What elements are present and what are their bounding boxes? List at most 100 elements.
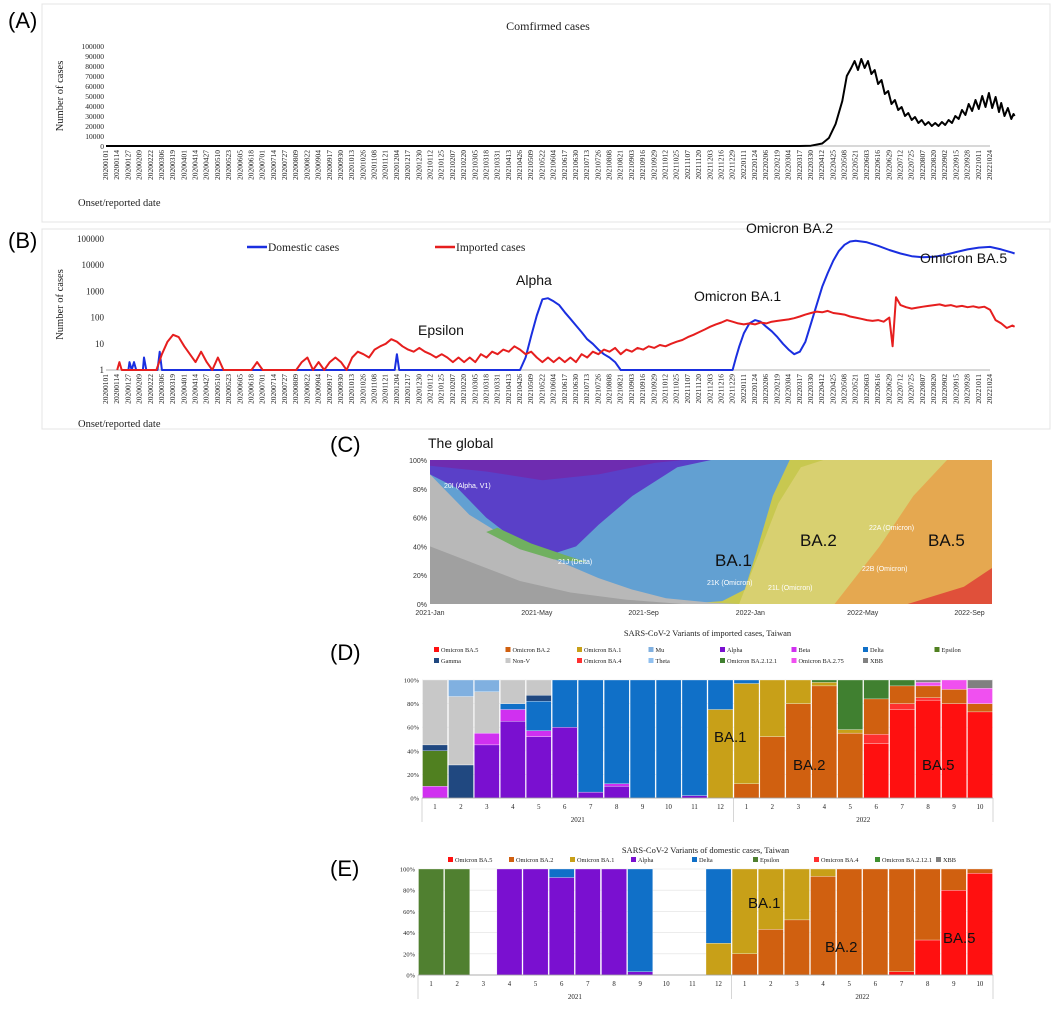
x-tick-label: 20210207 [448, 150, 457, 180]
y-tick-label: 40000 [85, 102, 104, 111]
bar-segment-beta [526, 730, 552, 737]
x-tick-label: 20211120 [694, 374, 703, 404]
bar-segment-delta [707, 679, 734, 710]
legend-swatch [720, 658, 725, 663]
x-tick-label: 20220330 [806, 374, 815, 404]
x-tick-label: 20220603 [862, 150, 871, 180]
y-tick-label: 40% [407, 748, 420, 755]
legend-swatch [648, 658, 654, 663]
y-tick-label: 90000 [85, 52, 104, 61]
x-tick-label: 9 [952, 804, 956, 811]
bar-segment-delta [655, 679, 682, 799]
x-tick-label: 8 [926, 804, 930, 811]
bar-segment-omicron-ba-5 [863, 743, 889, 799]
x-tick-label: 20220928 [963, 374, 972, 404]
x-tick-label: 20201108 [370, 374, 379, 404]
x-tick-label: 20201230 [414, 150, 423, 180]
x-tick-label: 1 [433, 804, 436, 811]
bar-segment-omicron-ba-2 [836, 868, 862, 976]
year-label: 2022 [855, 993, 870, 1001]
x-tick-label: 10 [977, 804, 984, 811]
x-tick-label: 8 [615, 804, 619, 811]
x-tick-label: 20200904 [314, 150, 323, 180]
legend-entry: Mu [656, 647, 666, 654]
bar-segment-beta [604, 783, 630, 787]
x-tick-label: 20200222 [146, 374, 155, 404]
x-tick-label: 20201217 [403, 150, 412, 180]
year-label: 2021 [568, 993, 583, 1001]
x-tick-label: 20220616 [873, 150, 882, 180]
legend-swatch [505, 647, 511, 652]
x-tick-label: 2 [456, 981, 460, 988]
legend-swatch [505, 658, 511, 663]
x-tick-label: 20200414 [191, 150, 200, 180]
x-tick-label: 20200618 [246, 374, 255, 404]
bar-segment-omicron-ba-2 [733, 783, 760, 799]
panel-label-e: (E) [330, 856, 360, 881]
bar-segment-alpha [627, 971, 653, 976]
legend-entry: Delta [699, 857, 713, 864]
bar-segment-omicron-ba-5 [967, 711, 993, 799]
legend-swatch [863, 647, 868, 652]
x-tick-label: 20211012 [660, 150, 669, 180]
x-tick-label: 2022-Sep [954, 610, 984, 617]
bar-segment-omicron-ba-2-75 [915, 682, 941, 687]
x-tick-label: 4 [821, 981, 825, 988]
x-tick-label: 20210903 [627, 374, 636, 404]
bar-segment-omicron-ba-2 [758, 929, 784, 976]
bar-segment-omicron-ba-2 [914, 868, 941, 941]
x-tick-label: 20220928 [963, 150, 972, 180]
bar-segment-beta [500, 709, 526, 722]
bar-segment-omicron-ba-5 [915, 699, 941, 799]
x-tick-label: 20201013 [347, 374, 356, 404]
x-tick-label: 20200917 [325, 374, 334, 404]
x-tick-label: 2022-Jan [736, 610, 765, 617]
legend-swatch [509, 857, 514, 862]
legend-entry: Imported cases [456, 242, 526, 254]
x-tick-label: 20200809 [291, 150, 300, 180]
y-tick-label: 80% [403, 888, 416, 895]
x-tick-label: 6 [874, 981, 878, 988]
legend-entry: Omicron BA.2.12.1 [882, 857, 932, 864]
x-tick-label: 20210522 [537, 374, 546, 404]
x-tick-label: 20210509 [526, 374, 535, 404]
x-tick-label: 20200605 [235, 150, 244, 180]
bar-segment-omicron-ba-1 [707, 709, 734, 799]
y-tick-label: 20% [413, 573, 427, 580]
bar-segment-omicron-ba-1 [759, 679, 786, 737]
bar-segment-gamma [448, 764, 474, 799]
y-tick-label: 100000 [82, 42, 105, 51]
x-tick-label: 20200510 [213, 150, 222, 180]
x-tick-label: 2 [771, 804, 775, 811]
bar-segment-omicron-ba-5 [888, 971, 915, 976]
y-tick-label: 60% [403, 909, 416, 916]
panel-label-a: (A) [8, 8, 38, 33]
bar-segment-omicron-ba-2-12-1 [863, 679, 889, 700]
bar-segment-omicron-ba-5 [941, 890, 967, 976]
legend-entry: Omicron BA.2 [513, 647, 550, 654]
x-tick-label: 20200127 [123, 374, 132, 404]
variant-label: BA.5 [922, 757, 955, 774]
x-tick-label: 20210808 [605, 150, 614, 180]
x-tick-label: 5 [534, 981, 538, 988]
x-tick-label: 20200523 [224, 150, 233, 180]
annotation-label: Omicron BA.2 [746, 220, 833, 236]
x-tick-label: 20220304 [784, 374, 793, 404]
bar-segment-xbb [967, 679, 993, 689]
variant-label: BA.2 [800, 531, 837, 550]
bar-segment-omicron-ba-2 [888, 868, 915, 972]
bar-segment-alpha [549, 877, 575, 976]
legend-entry: Omicron BA.2 [516, 857, 553, 864]
bar-segment-alpha [578, 791, 604, 799]
y-tick-label: 80% [407, 701, 420, 708]
x-tick-label: 10 [663, 981, 670, 988]
bar-segment-non-v [526, 679, 552, 696]
x-tick-label: 20200809 [291, 374, 300, 404]
bar-segment-omicron-ba-2 [784, 919, 810, 976]
x-tick-label: 20200727 [280, 374, 289, 404]
legend-entry: XBB [943, 857, 956, 864]
legend-entry: Non-V [513, 658, 531, 665]
annotation-label: Alpha [516, 272, 552, 288]
legend-swatch [936, 857, 941, 862]
chart-title: SARS-CoV-2 Variants of imported cases, T… [624, 628, 792, 638]
